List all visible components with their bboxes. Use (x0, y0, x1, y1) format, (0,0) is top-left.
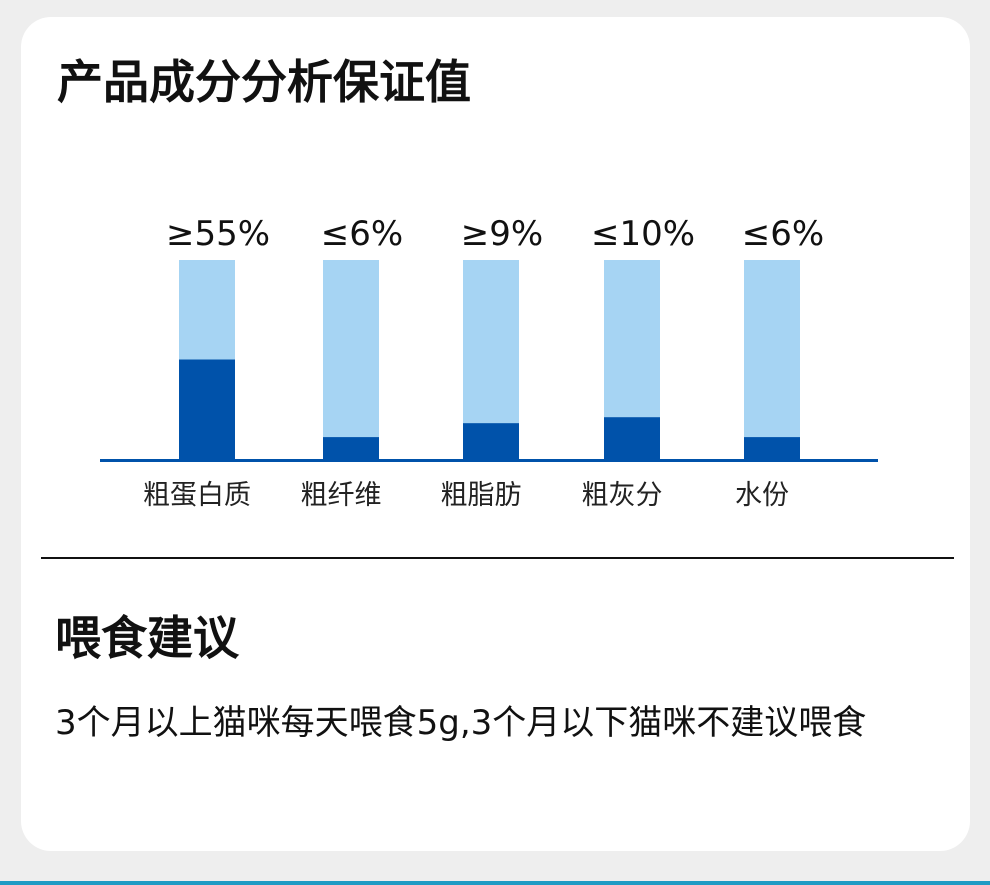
bar-track-2 (323, 260, 379, 459)
bar-value-label-1: ≥55% (166, 214, 270, 254)
category-label-3: 粗脂肪 (441, 480, 522, 511)
section-divider (41, 557, 954, 559)
category-label-1: 粗蛋白质 (143, 480, 251, 511)
analysis-title: 产品成分分析保证值 (57, 55, 471, 109)
chart-baseline (100, 459, 878, 462)
bottom-accent-bar (0, 881, 990, 885)
bar-fill-2 (323, 437, 379, 459)
category-label-2: 粗纤维 (301, 480, 382, 511)
content-card: 产品成分分析保证值 ≥55% 粗蛋白质 ≤6% 粗纤维 ≥9% 粗脂肪 ≤10% 粗灰分 ≤6%… (21, 17, 970, 851)
category-label-5: 水份 (735, 480, 789, 511)
bar-fill-4 (604, 417, 660, 459)
bar-value-label-4: ≤10% (591, 214, 695, 254)
feeding-advice-text: 3个月以上猫咪每天喂食5g,3个月以下猫咪不建议喂食 (55, 703, 867, 743)
bar-value-label-2: ≤6% (321, 214, 403, 254)
bar-track-5 (744, 260, 800, 459)
category-label-4: 粗灰分 (582, 480, 663, 511)
bar-fill-3 (463, 423, 519, 459)
bar-value-label-3: ≥9% (461, 214, 543, 254)
bar-fill-5 (744, 437, 800, 459)
bar-value-label-5: ≤6% (742, 214, 824, 254)
feeding-title: 喂食建议 (55, 611, 239, 665)
nutrient-bar-chart: ≥55% 粗蛋白质 ≤6% 粗纤维 ≥9% 粗脂肪 ≤10% 粗灰分 ≤6% 水份 (100, 214, 878, 511)
bar-fill-1 (179, 359, 235, 459)
